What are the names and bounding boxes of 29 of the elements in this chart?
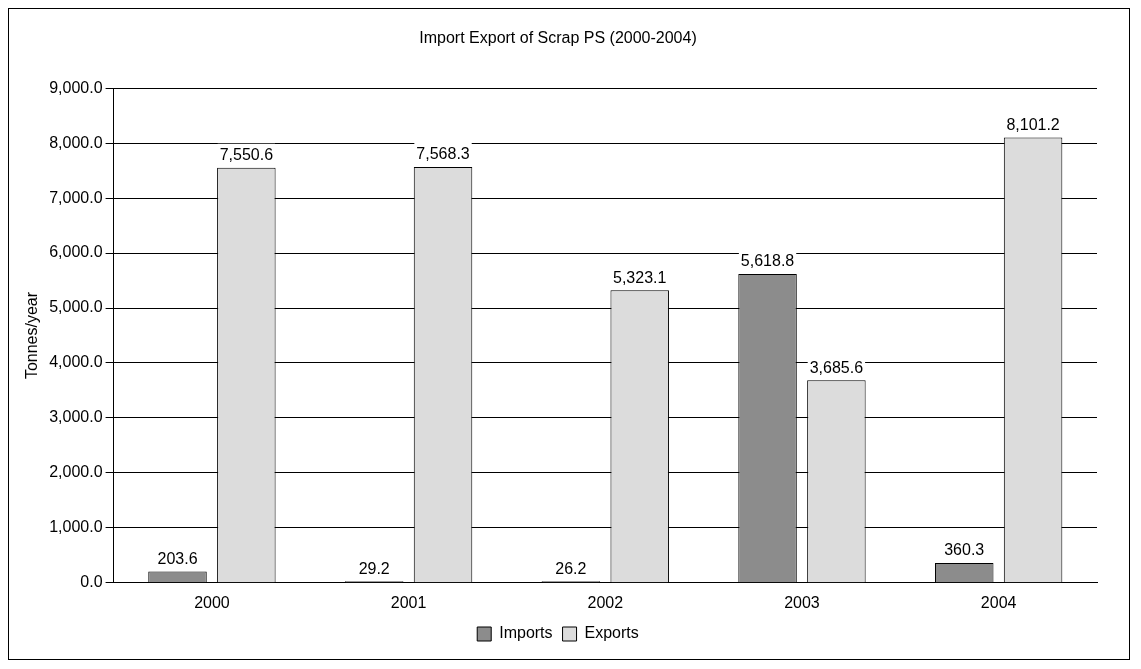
data-label: 5,618.8: [740, 252, 795, 270]
chart-title: Import Export of Scrap PS (2000-2004): [419, 29, 697, 47]
y-tick-label: 1,000.0: [49, 518, 103, 536]
data-label: 29.2: [358, 559, 390, 577]
x-tick-label: 2004: [980, 593, 1017, 611]
y-tick-label: 7,000.0: [49, 188, 103, 206]
data-label: 203.6: [157, 550, 198, 568]
data-label: 8,101.2: [1006, 116, 1060, 133]
y-tick-label: 3,000.0: [49, 408, 103, 426]
y-axis-title: Tonnes/year: [23, 291, 41, 380]
x-tick-label: 2001: [390, 593, 427, 611]
data-label: 5,323.1: [613, 268, 667, 286]
y-tick-label: 4,000.0: [49, 353, 103, 371]
data-label: 3,685.6: [809, 358, 864, 376]
x-tick-label: 2000: [194, 593, 230, 611]
y-tick-label: 8,000.0: [49, 133, 103, 151]
y-tick-label: 2,000.0: [49, 463, 103, 481]
data-label: 7,568.3: [416, 145, 470, 163]
x-tick-label: 2003: [784, 593, 820, 611]
legend-label: Imports: [499, 624, 553, 642]
data-label: 360.3: [944, 541, 985, 559]
y-tick-label: 6,000.0: [49, 243, 103, 261]
y-tick-label: 9,000.0: [49, 78, 103, 96]
y-tick-label: 0.0: [80, 573, 103, 591]
x-tick-label: 2002: [587, 593, 624, 611]
y-tick-label: 5,000.0: [49, 298, 103, 316]
data-label: 7,550.6: [219, 146, 274, 164]
legend-label: Exports: [584, 624, 639, 642]
data-label: 26.2: [555, 559, 587, 577]
